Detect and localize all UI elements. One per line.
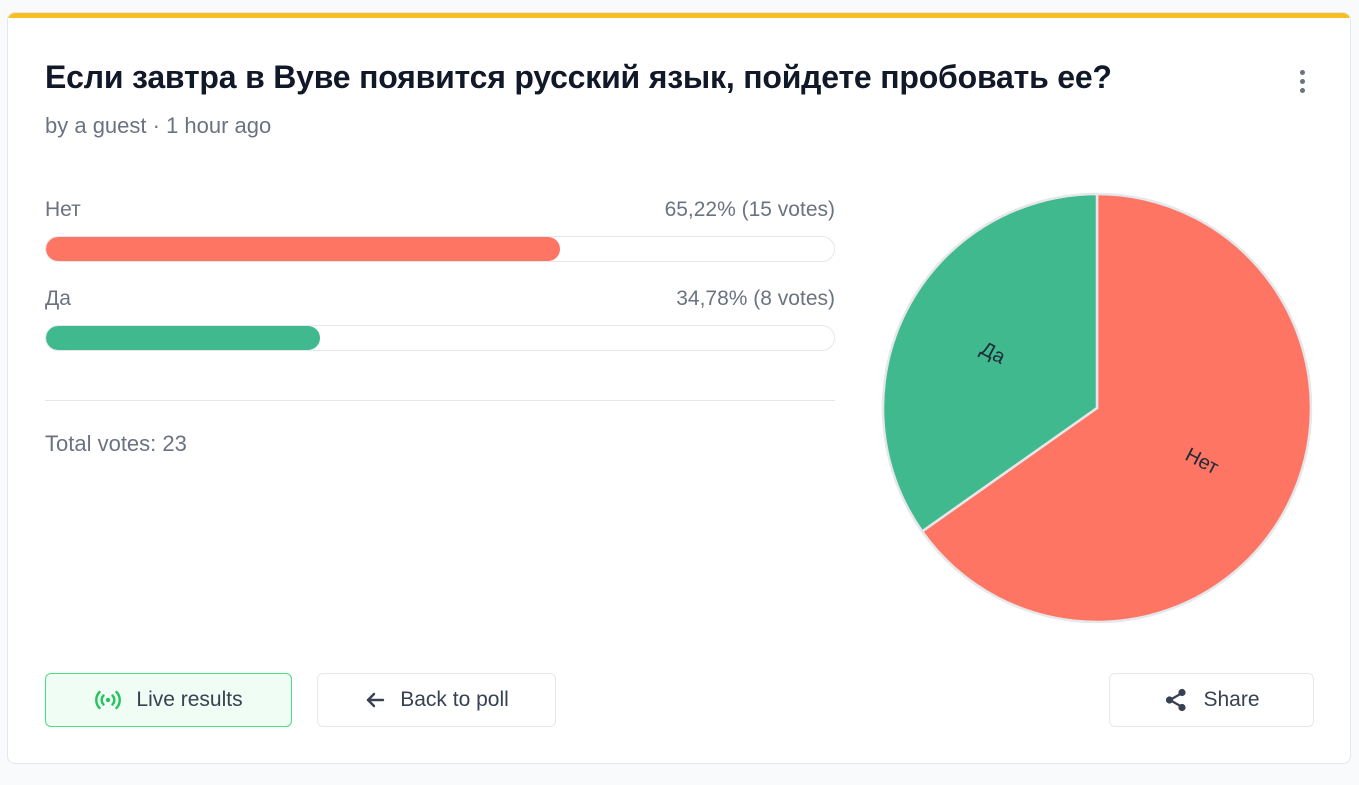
pie-chart: Нет Да — [880, 191, 1314, 625]
result-bar-track — [45, 236, 835, 262]
pie-slice-da — [881, 192, 1099, 534]
option-result: 65,22% (15 votes) — [664, 198, 835, 221]
share-icon — [1163, 687, 1189, 713]
result-bar-track — [45, 325, 835, 351]
option-result-da: Да 34,78% (8 votes) — [45, 287, 835, 351]
divider — [45, 400, 835, 401]
pie-slice-net — [920, 192, 1313, 624]
more-vertical-icon-dot — [1299, 78, 1305, 84]
card-accent-bar — [8, 13, 1350, 18]
poll-results-card: Если завтра в Вуве появится русский язык… — [7, 12, 1351, 764]
poll-title: Если завтра в Вуве появится русский язык… — [45, 59, 1112, 95]
live-results-label: Live results — [136, 688, 243, 711]
option-label: Нет — [45, 198, 81, 221]
live-results-button[interactable]: Live results — [45, 673, 292, 727]
result-bar-fill — [46, 237, 560, 261]
poll-meta: by a guest · 1 hour ago — [45, 113, 272, 138]
total-votes: Total votes: 23 — [45, 431, 187, 456]
more-vertical-icon-dot — [1299, 87, 1305, 93]
back-to-poll-label: Back to poll — [400, 688, 509, 711]
option-result-net: Нет 65,22% (15 votes) — [45, 198, 835, 262]
back-to-poll-button[interactable]: Back to poll — [317, 673, 556, 727]
broadcast-icon — [94, 689, 122, 711]
option-result: 34,78% (8 votes) — [676, 287, 835, 310]
share-label: Share — [1203, 688, 1260, 711]
option-label: Да — [45, 287, 71, 310]
arrow-left-icon — [364, 691, 386, 709]
more-vertical-icon — [1299, 69, 1305, 75]
more-options-button[interactable] — [1290, 63, 1314, 99]
result-bar-fill — [46, 326, 321, 350]
share-button[interactable]: Share — [1109, 673, 1314, 727]
